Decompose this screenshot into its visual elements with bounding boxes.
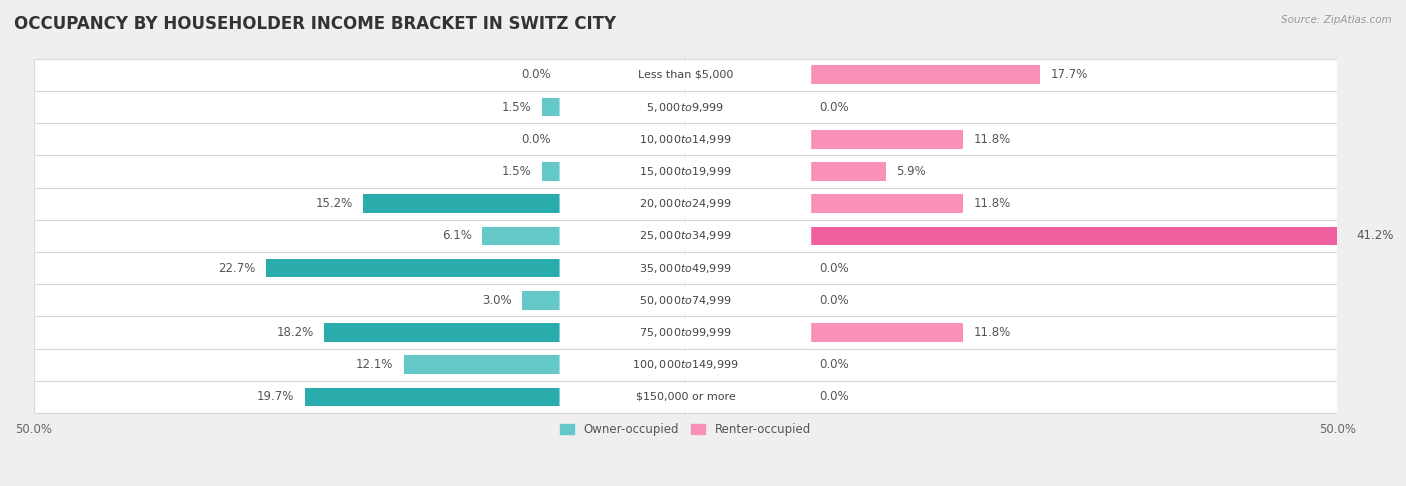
Text: 0.0%: 0.0% [820,358,849,371]
Text: 19.7%: 19.7% [257,390,294,403]
Bar [810,130,963,149]
FancyBboxPatch shape [560,254,811,282]
Text: $15,000 to $19,999: $15,000 to $19,999 [640,165,731,178]
Bar [541,98,561,116]
Text: 0.0%: 0.0% [522,133,551,146]
Text: Less than $5,000: Less than $5,000 [638,70,733,80]
Text: 17.7%: 17.7% [1050,69,1088,81]
Bar [34,188,1337,220]
Bar [541,162,561,181]
Text: $20,000 to $24,999: $20,000 to $24,999 [640,197,731,210]
FancyBboxPatch shape [560,382,811,411]
Text: $100,000 to $149,999: $100,000 to $149,999 [633,358,738,371]
Bar [404,355,561,374]
Text: 5.9%: 5.9% [897,165,927,178]
FancyBboxPatch shape [560,190,811,218]
Bar [34,348,1337,381]
Text: $5,000 to $9,999: $5,000 to $9,999 [647,101,724,114]
Text: Source: ZipAtlas.com: Source: ZipAtlas.com [1281,15,1392,25]
Text: $50,000 to $74,999: $50,000 to $74,999 [640,294,731,307]
Text: 0.0%: 0.0% [820,261,849,275]
Text: 6.1%: 6.1% [441,229,471,243]
Bar [523,291,561,310]
Text: 0.0%: 0.0% [522,69,551,81]
Bar [305,387,561,406]
Bar [482,226,561,245]
Legend: Owner-occupied, Renter-occupied: Owner-occupied, Renter-occupied [555,418,815,441]
Bar [34,284,1337,316]
Bar [810,66,1040,84]
Bar [34,91,1337,123]
Text: $75,000 to $99,999: $75,000 to $99,999 [640,326,731,339]
FancyBboxPatch shape [560,93,811,121]
Text: 11.8%: 11.8% [973,197,1011,210]
FancyBboxPatch shape [560,125,811,154]
Bar [34,156,1337,188]
Bar [34,59,1337,91]
Text: 1.5%: 1.5% [502,165,531,178]
FancyBboxPatch shape [560,222,811,250]
Bar [34,381,1337,413]
Text: 11.8%: 11.8% [973,133,1011,146]
Bar [810,226,1347,245]
Text: 11.8%: 11.8% [973,326,1011,339]
Bar [810,323,963,342]
Text: $10,000 to $14,999: $10,000 to $14,999 [640,133,731,146]
Bar [34,123,1337,156]
Bar [266,259,561,278]
Text: 12.1%: 12.1% [356,358,394,371]
Text: 0.0%: 0.0% [820,101,849,114]
Bar [325,323,561,342]
Text: $150,000 or more: $150,000 or more [636,392,735,402]
FancyBboxPatch shape [560,61,811,89]
Bar [34,220,1337,252]
Bar [34,252,1337,284]
FancyBboxPatch shape [560,318,811,347]
Text: 22.7%: 22.7% [218,261,254,275]
Text: 0.0%: 0.0% [820,390,849,403]
FancyBboxPatch shape [560,350,811,379]
Bar [810,162,886,181]
FancyBboxPatch shape [560,286,811,314]
Text: $35,000 to $49,999: $35,000 to $49,999 [640,261,731,275]
FancyBboxPatch shape [560,157,811,186]
Text: 1.5%: 1.5% [502,101,531,114]
Text: $25,000 to $34,999: $25,000 to $34,999 [640,229,731,243]
Text: 15.2%: 15.2% [316,197,353,210]
Bar [363,194,561,213]
Text: 3.0%: 3.0% [482,294,512,307]
Text: OCCUPANCY BY HOUSEHOLDER INCOME BRACKET IN SWITZ CITY: OCCUPANCY BY HOUSEHOLDER INCOME BRACKET … [14,15,616,33]
Text: 18.2%: 18.2% [277,326,314,339]
Text: 41.2%: 41.2% [1357,229,1395,243]
Bar [34,316,1337,348]
Text: 0.0%: 0.0% [820,294,849,307]
Bar [810,194,963,213]
